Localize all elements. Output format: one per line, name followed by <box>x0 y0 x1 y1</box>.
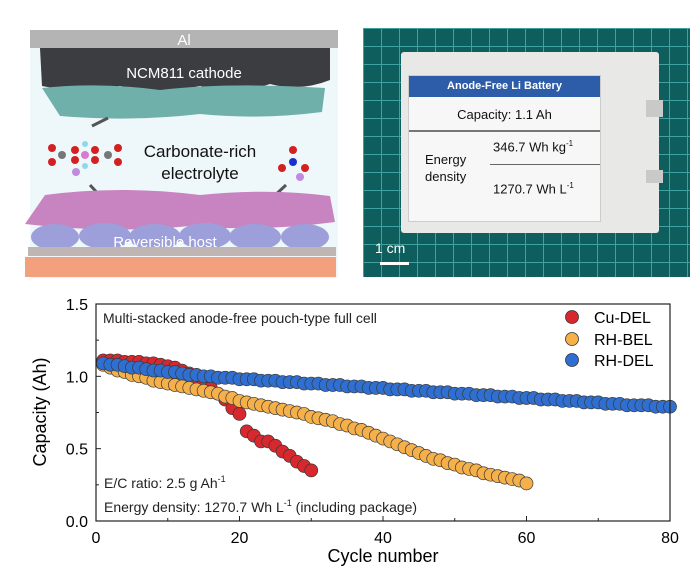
y-tick-label: 1.5 <box>66 297 88 314</box>
capacity-chart: 0 20 40 60 80 0.0 0.5 1.0 1.5 Cycle numb… <box>30 297 679 566</box>
tab-bottom <box>646 170 663 183</box>
cei-layer <box>42 85 325 119</box>
x-tick-label: 0 <box>92 530 101 547</box>
host-particles <box>31 223 329 250</box>
legend-label-rh-del: RH-DEL <box>594 353 654 370</box>
separator-layer <box>28 247 336 256</box>
energy-density-label: Energy density <box>425 151 466 185</box>
label-divider <box>409 130 600 132</box>
tab-top <box>646 100 663 117</box>
gravimetric-value: 346.7 Wh kg <box>493 139 566 155</box>
gravimetric-sup: -1 <box>566 139 574 148</box>
energy-density-suffix: (including package) <box>292 499 417 515</box>
electrolyte-label-line2: electrolyte <box>161 164 238 183</box>
cell-schematic: Al NCM811 cathode Carbonate-rich electro… <box>25 30 338 278</box>
legend: Cu-DEL RH-BEL RH-DEL <box>565 310 654 370</box>
volumetric-sup: -1 <box>566 181 574 190</box>
fsi-anion-molecule-icon <box>48 141 122 176</box>
x-tick-label: 60 <box>518 530 536 547</box>
nitrate-molecule-icon <box>278 146 309 181</box>
al-label: Al <box>177 32 190 49</box>
legend-marker-rh-bel <box>565 332 579 346</box>
cu-current-collector <box>25 257 336 277</box>
data-point-rh-bel <box>519 476 534 491</box>
ec-ratio-annotation: E/C ratio: 2.5 g Ah-1 <box>104 474 226 491</box>
pouch-cell-photo: Anode-Free Li Battery Capacity: 1.1 Ah E… <box>363 28 690 277</box>
fraction-line <box>490 164 600 165</box>
y-tick-label: 1.0 <box>66 369 88 386</box>
ec-ratio-text: E/C ratio: 2.5 g Ah <box>104 475 218 491</box>
host-label: Reversible host <box>113 234 217 251</box>
al-current-collector <box>30 30 338 48</box>
electrolyte-label-line1: Carbonate-rich <box>144 142 256 161</box>
y-tick-label: 0.5 <box>66 442 88 459</box>
x-tick-label: 40 <box>374 530 392 547</box>
data-points <box>96 353 677 491</box>
energy-density-sup: -1 <box>284 498 292 508</box>
energy-density-text: Energy density: 1270.7 Wh L <box>104 499 284 515</box>
chart-annotation-title: Multi-stacked anode-free pouch-type full… <box>103 310 377 326</box>
legend-label-rh-bel: RH-BEL <box>594 332 653 349</box>
cathode-label: NCM811 cathode <box>126 65 242 82</box>
scale-bar <box>380 262 409 265</box>
arrow-icon <box>91 116 109 128</box>
y-tick-label: 0.0 <box>66 514 88 531</box>
legend-marker-cu-del <box>565 310 579 324</box>
data-point-cu-del <box>304 463 319 478</box>
cathode-layer <box>40 48 330 91</box>
volumetric-value: 1270.7 Wh L <box>493 181 567 197</box>
data-point-cu-del <box>232 407 247 421</box>
x-tick-label: 80 <box>661 530 679 547</box>
x-tick-label: 20 <box>231 530 249 547</box>
sei-layer <box>25 190 335 230</box>
label-header: Anode-Free Li Battery <box>409 76 600 97</box>
gravimetric-energy: 346.7 Wh kg-1 <box>493 139 573 154</box>
x-axis-label: Cycle number <box>327 546 438 566</box>
volumetric-energy: 1270.7 Wh L-1 <box>493 181 574 196</box>
energy-density-annotation: Energy density: 1270.7 Wh L-1 (including… <box>104 498 417 515</box>
energy-label-line1: Energy <box>425 152 467 167</box>
ec-ratio-sup: -1 <box>218 474 226 484</box>
legend-label-cu-del: Cu-DEL <box>594 310 651 327</box>
battery-label: Anode-Free Li Battery Capacity: 1.1 Ah E… <box>408 75 601 222</box>
energy-label-line2: density <box>425 169 467 184</box>
legend-marker-rh-del <box>565 353 579 367</box>
y-axis-label: Capacity (Ah) <box>30 357 50 466</box>
axis-ticks <box>95 303 671 522</box>
capacity-text: Capacity: 1.1 Ah <box>457 107 552 122</box>
scale-bar-label: 1 cm <box>375 240 406 256</box>
